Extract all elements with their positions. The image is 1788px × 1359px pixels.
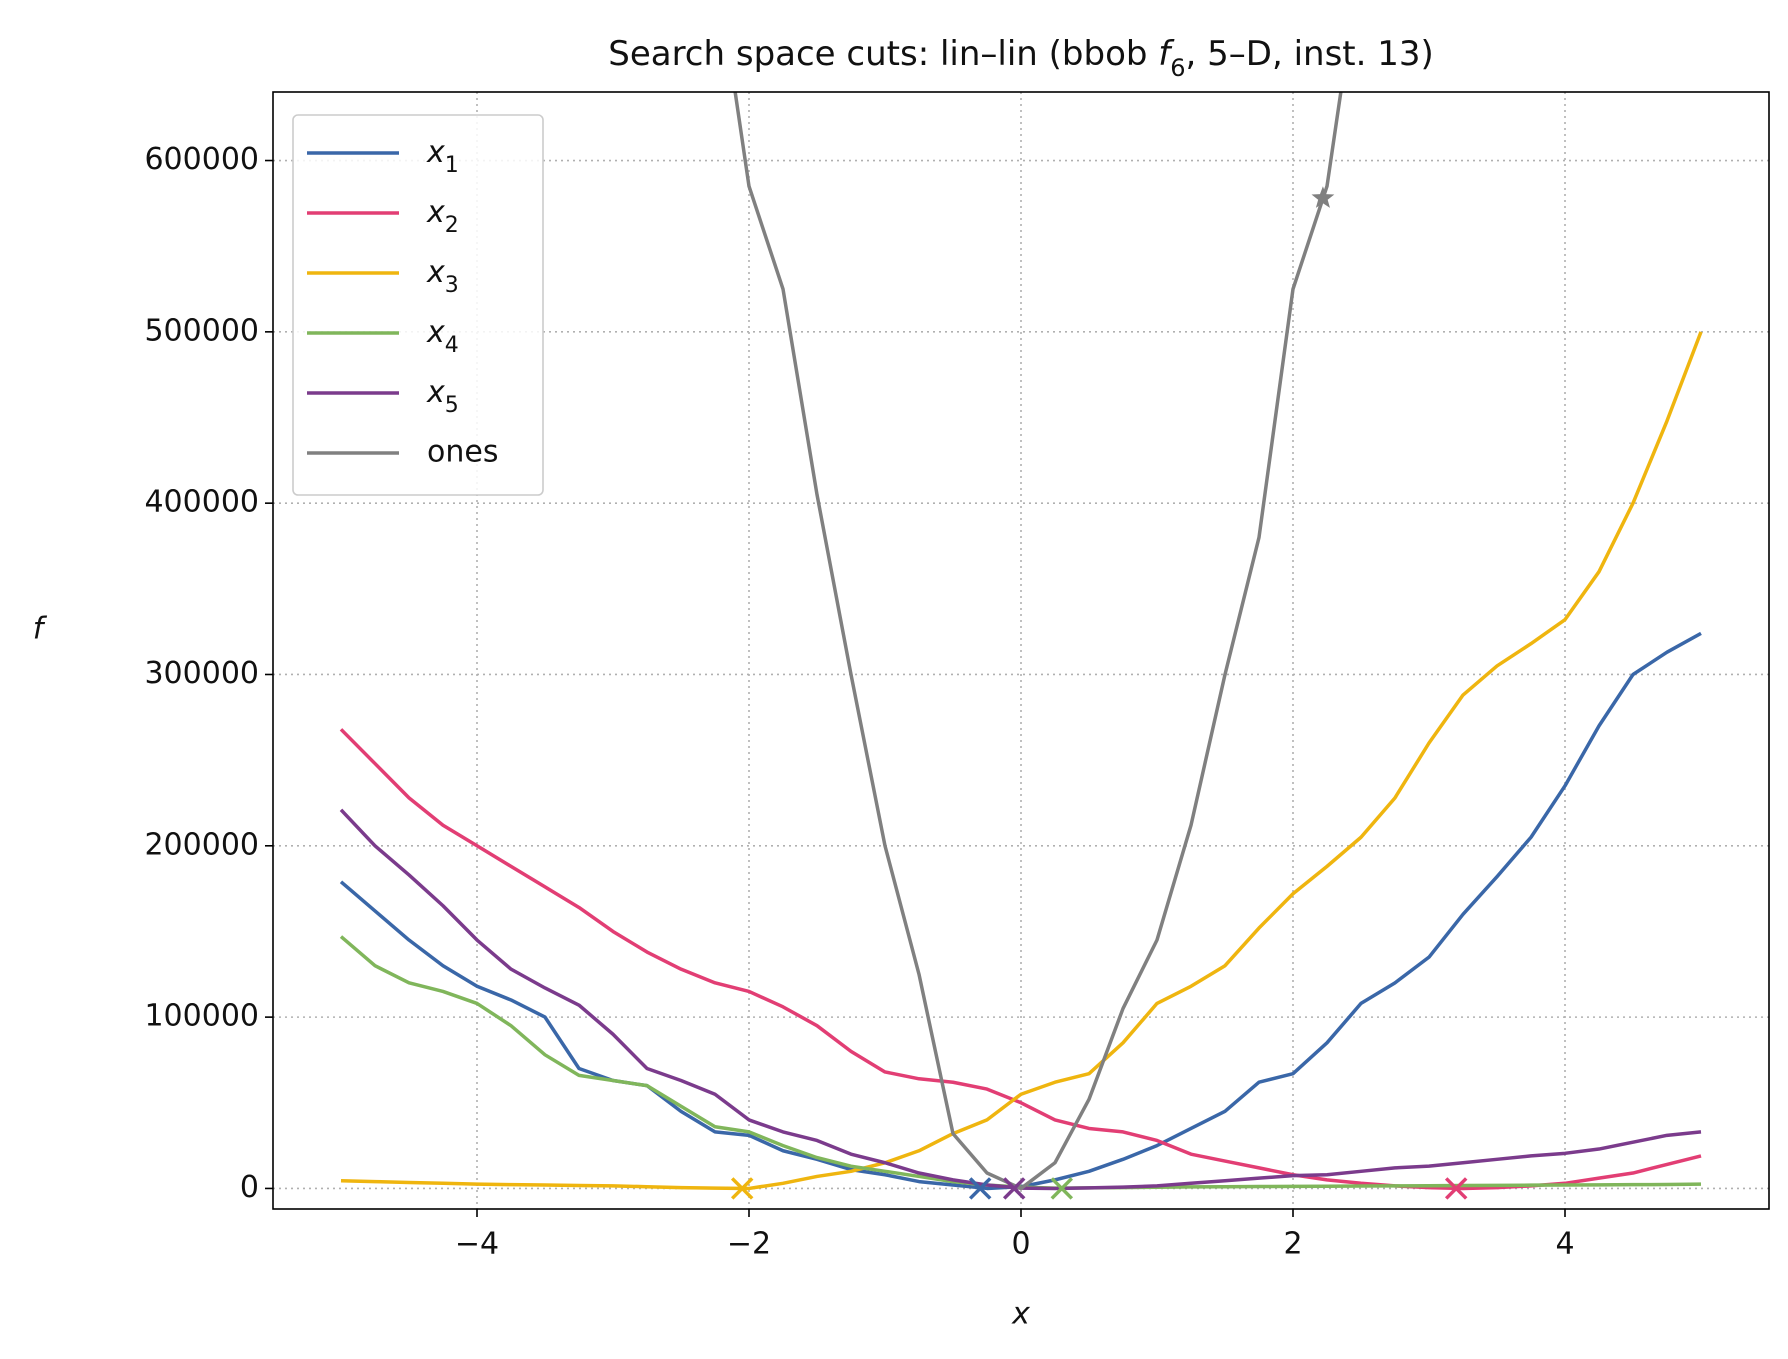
- legend-label: x1: [426, 135, 459, 178]
- optimum-marker: [1311, 186, 1335, 208]
- plot-frame: [272, 91, 1770, 1210]
- optimum-marker: [1050, 1177, 1074, 1200]
- series-line: [733, 92, 1343, 1191]
- x-tick-label: 0: [1011, 1227, 1030, 1262]
- legend-label: x3: [426, 255, 459, 298]
- title-part: Search space cuts: lin–lin (bbob: [608, 34, 1158, 74]
- x-axis-label: x: [1011, 1297, 1030, 1332]
- optimum-marker: [968, 1177, 992, 1200]
- legend-label: x5: [426, 375, 459, 418]
- legend-label: ones: [427, 435, 498, 470]
- plot-area: [339, 92, 1703, 1191]
- optimum-marker: [730, 1177, 754, 1200]
- x-tick-label: −4: [455, 1227, 499, 1262]
- x-tick-label: −2: [727, 1227, 771, 1262]
- title-part: 6: [1170, 54, 1185, 82]
- x-tick-label: 2: [1283, 1227, 1302, 1262]
- y-tick-label: 100000: [144, 999, 259, 1034]
- series-line: [340, 331, 1703, 1191]
- optimum-marker: [1444, 1177, 1468, 1200]
- title-part: , 5–D, inst. 13): [1186, 34, 1434, 74]
- legend-label: x4: [426, 315, 459, 358]
- y-tick-label: 400000: [144, 485, 259, 520]
- y-tick-label: 600000: [144, 142, 259, 177]
- legend-box: [292, 114, 544, 496]
- legend-label: x2: [426, 195, 459, 238]
- optimum-marker: [1002, 1177, 1026, 1200]
- y-tick-label: 300000: [144, 656, 259, 691]
- chart-title: Search space cuts: lin–lin (bbob f6, 5–D…: [608, 34, 1434, 83]
- series-line: [339, 728, 1702, 1191]
- y-tick-label: 500000: [144, 313, 259, 348]
- y-tick-label: 0: [240, 1170, 259, 1205]
- x-tick-label: 4: [1555, 1227, 1574, 1262]
- y-tick-label: 200000: [144, 827, 259, 862]
